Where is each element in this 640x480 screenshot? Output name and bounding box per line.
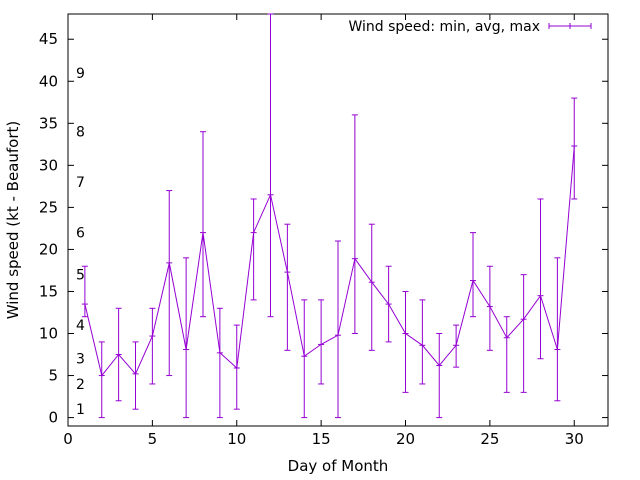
error-bar xyxy=(318,299,325,385)
error-bar xyxy=(520,274,527,393)
error-bar xyxy=(368,223,375,351)
y-tick-label: 30 xyxy=(39,156,58,174)
error-bar xyxy=(453,324,460,368)
y-tick-label: 20 xyxy=(39,240,58,258)
beaufort-scale-label: 8 xyxy=(76,125,85,141)
error-bar xyxy=(98,341,105,419)
beaufort-scale-label: 5 xyxy=(76,268,85,284)
y-tick-label: 15 xyxy=(39,282,58,300)
error-bar xyxy=(267,13,274,318)
error-bar xyxy=(419,299,426,385)
plot-frame xyxy=(67,13,609,427)
error-bar xyxy=(571,97,578,200)
x-tick-label: 0 xyxy=(63,430,73,448)
legend-entry-label: Wind speed: min, avg, max xyxy=(348,19,540,35)
x-tick-label: 5 xyxy=(148,430,158,448)
error-bar xyxy=(503,316,510,393)
error-bar xyxy=(402,290,409,393)
error-bar xyxy=(554,257,561,402)
beaufort-scale-label: 1 xyxy=(76,402,85,418)
beaufort-scale-label: 7 xyxy=(76,175,85,191)
y-tick-label: 40 xyxy=(39,72,58,90)
error-bar xyxy=(216,307,223,419)
beaufort-scale-label: 2 xyxy=(76,377,85,393)
error-bar xyxy=(537,198,544,360)
error-bar xyxy=(351,114,358,335)
y-tick-label: 45 xyxy=(39,30,58,48)
x-tick-label: 20 xyxy=(396,430,415,448)
error-bar xyxy=(166,190,173,377)
error-bar xyxy=(486,265,493,351)
error-bar xyxy=(436,333,443,419)
error-bar xyxy=(284,223,291,351)
x-tick-label: 15 xyxy=(312,430,331,448)
y-tick-label: 25 xyxy=(39,198,58,216)
x-tick-label: 25 xyxy=(480,430,499,448)
y-tick-label: 35 xyxy=(39,114,58,132)
beaufort-scale-label: 3 xyxy=(76,352,85,368)
avg-line xyxy=(84,145,575,377)
error-bar xyxy=(200,131,206,318)
beaufort-scale-label: 4 xyxy=(76,318,85,334)
y-tick-label: 10 xyxy=(39,325,58,343)
y-tick-label: 0 xyxy=(48,409,58,427)
error-bar xyxy=(385,265,392,343)
error-bar xyxy=(149,307,156,385)
error-bar xyxy=(183,257,190,419)
beaufort-scale-label: 6 xyxy=(76,226,85,242)
beaufort-scale-label: 9 xyxy=(76,66,85,82)
error-bar xyxy=(335,240,341,419)
x-axis-label: Day of Month xyxy=(288,457,389,475)
error-bar xyxy=(115,307,122,402)
error-bar xyxy=(301,299,308,419)
error-bar xyxy=(132,341,139,410)
error-bar xyxy=(81,265,88,318)
error-bar xyxy=(470,232,476,318)
error-bar xyxy=(250,198,257,301)
x-tick-label: 30 xyxy=(565,430,584,448)
error-bar xyxy=(233,324,240,410)
x-tick-label: 10 xyxy=(227,430,246,448)
y-axis-label: Wind speed (kt - Beaufort) xyxy=(4,121,22,320)
y-tick-label: 5 xyxy=(48,367,58,385)
